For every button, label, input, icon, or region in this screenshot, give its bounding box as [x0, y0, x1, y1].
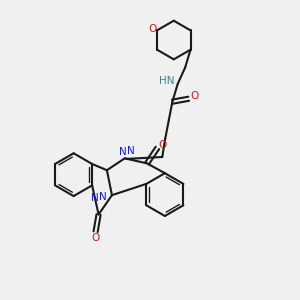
Text: HN: HN [159, 76, 174, 86]
Text: N: N [91, 193, 98, 202]
Text: N: N [119, 147, 127, 157]
Text: O: O [159, 140, 167, 150]
Text: O: O [148, 24, 157, 34]
Text: O: O [92, 233, 100, 243]
Text: N: N [127, 146, 135, 157]
Text: N: N [99, 192, 107, 202]
Text: O: O [190, 91, 199, 101]
